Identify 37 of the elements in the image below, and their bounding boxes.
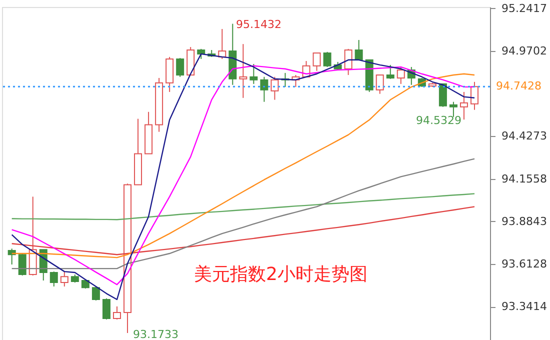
y-tick-label: 94.1558 [502,172,547,186]
candlestick [386,64,394,80]
line-series [11,206,476,256]
candlestick [112,306,121,320]
candlestick [376,74,384,94]
candlestick [197,48,206,60]
candlestick [250,63,258,84]
y-tick-label: 95.2417 [502,2,547,15]
candlestick [260,76,268,102]
annotation: 94.5329 [416,114,462,127]
candlestick [470,81,478,110]
candlestick [60,271,68,287]
candlestick [166,56,174,92]
line-series [11,193,476,220]
y-tick-label: 93.3414 [502,300,547,314]
candlestick [323,51,332,68]
candlestick [50,271,58,287]
candlestick [344,48,352,76]
candlestick [312,52,321,72]
candlestick [239,44,248,98]
y-tick-label: 94.9702 [502,44,547,58]
text: 美元指数2小时走势图 [194,264,368,285]
y-tick-label: 93.6128 [502,258,547,271]
candlestick [176,58,184,78]
candlestick [396,66,405,84]
annotation: 95.1432 [236,18,282,31]
ref-line-label: 94.7428 [496,80,542,93]
annotation: 93.1733 [133,328,178,340]
candlestick [270,76,279,100]
candlestick [102,298,110,320]
y-tick-label: 94.4273 [502,130,547,143]
candlestick [354,39,363,60]
y-tick-label: 93.8843 [502,214,547,228]
candlestick [92,286,100,301]
candlestick [449,101,458,118]
candlestick [460,91,468,120]
candlestick [438,83,447,108]
